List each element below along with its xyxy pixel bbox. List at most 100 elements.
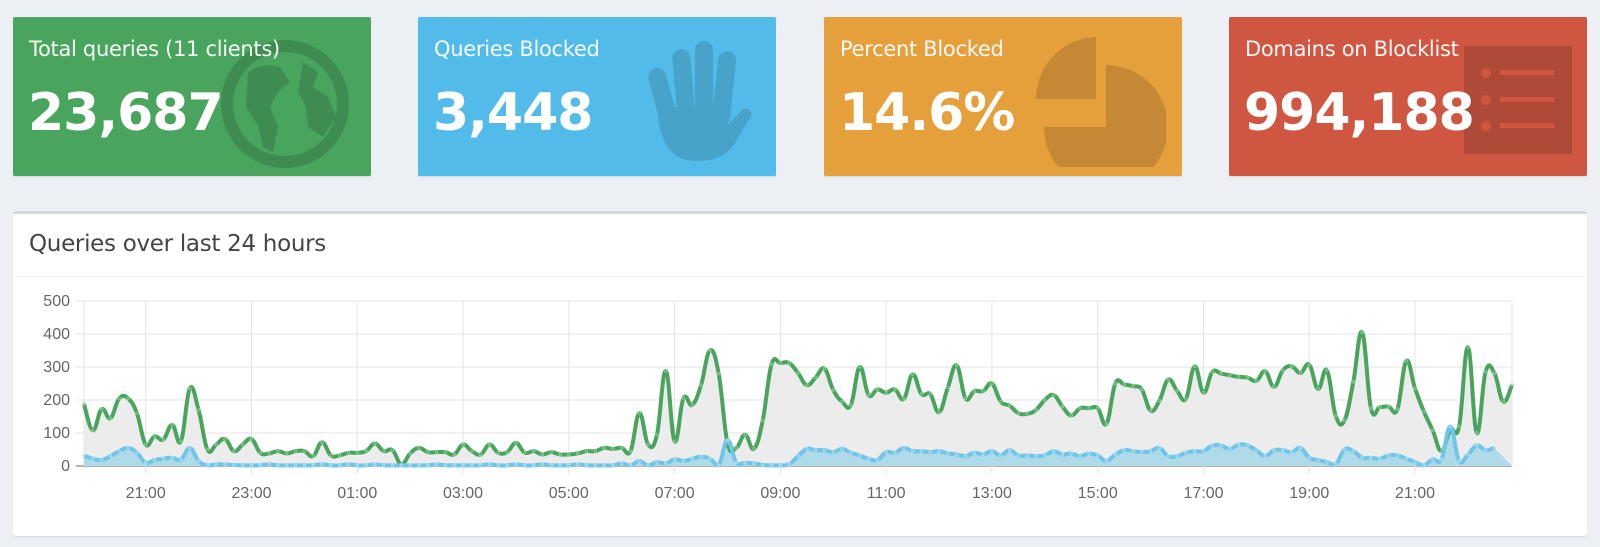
data-point[interactable] xyxy=(135,451,139,455)
data-point[interactable] xyxy=(902,397,906,401)
data-point[interactable] xyxy=(223,462,227,467)
data-point[interactable] xyxy=(478,463,483,468)
data-point[interactable] xyxy=(734,446,738,450)
data-point[interactable] xyxy=(672,439,677,443)
data-point[interactable] xyxy=(1069,413,1073,418)
data-point[interactable] xyxy=(1289,450,1294,454)
data-point[interactable] xyxy=(311,463,315,468)
data-point[interactable] xyxy=(1219,443,1223,448)
data-point[interactable] xyxy=(796,371,800,375)
data-point[interactable] xyxy=(1051,393,1056,397)
data-point[interactable] xyxy=(452,463,456,468)
data-point[interactable] xyxy=(505,450,509,454)
data-point[interactable] xyxy=(91,457,95,461)
data-point[interactable] xyxy=(963,396,968,401)
data-point[interactable] xyxy=(866,393,871,397)
stat-tile-queries-blocked[interactable]: Queries Blocked 3,448 xyxy=(418,17,776,176)
data-point[interactable] xyxy=(963,454,968,458)
data-point[interactable] xyxy=(866,457,871,461)
data-point[interactable] xyxy=(813,375,818,380)
data-point[interactable] xyxy=(990,449,994,453)
data-point[interactable] xyxy=(699,383,703,387)
data-point[interactable] xyxy=(223,437,227,441)
data-point[interactable] xyxy=(1131,449,1135,453)
data-point[interactable] xyxy=(778,361,783,365)
data-point[interactable] xyxy=(1316,458,1320,462)
data-point[interactable] xyxy=(602,463,606,468)
data-point[interactable] xyxy=(725,438,730,442)
data-point[interactable] xyxy=(805,383,809,387)
data-point[interactable] xyxy=(849,451,853,455)
data-point[interactable] xyxy=(188,386,192,391)
data-point[interactable] xyxy=(1007,403,1012,408)
data-point[interactable] xyxy=(1413,460,1417,464)
data-point[interactable] xyxy=(214,462,218,467)
data-point[interactable] xyxy=(1184,451,1188,455)
data-point[interactable] xyxy=(1025,453,1029,458)
data-point[interactable] xyxy=(1457,424,1461,429)
data-point[interactable] xyxy=(426,450,430,454)
data-point[interactable] xyxy=(540,462,545,467)
data-point[interactable] xyxy=(602,446,606,450)
data-point[interactable] xyxy=(170,456,174,460)
data-point[interactable] xyxy=(249,437,254,441)
data-point[interactable] xyxy=(1281,448,1285,452)
data-point[interactable] xyxy=(593,449,597,453)
data-point[interactable] xyxy=(1122,448,1126,452)
data-point[interactable] xyxy=(152,434,157,438)
data-point[interactable] xyxy=(1316,387,1320,391)
data-point[interactable] xyxy=(337,453,342,458)
data-point[interactable] xyxy=(787,462,791,467)
data-point[interactable] xyxy=(1016,453,1021,458)
data-point[interactable] xyxy=(1272,448,1276,452)
data-point[interactable] xyxy=(293,449,298,453)
data-point[interactable] xyxy=(1510,383,1514,387)
data-point[interactable] xyxy=(769,362,774,367)
data-point[interactable] xyxy=(1395,407,1400,411)
data-point[interactable] xyxy=(496,451,500,455)
data-point[interactable] xyxy=(1043,398,1047,402)
data-point[interactable] xyxy=(637,411,642,415)
data-point[interactable] xyxy=(302,449,307,453)
data-point[interactable] xyxy=(99,458,104,462)
data-point[interactable] xyxy=(320,462,324,467)
data-point[interactable] xyxy=(355,463,359,468)
data-point[interactable] xyxy=(364,449,368,453)
data-point[interactable] xyxy=(1386,404,1391,409)
data-point[interactable] xyxy=(575,462,580,467)
data-point[interactable] xyxy=(787,361,791,365)
data-point[interactable] xyxy=(1237,442,1241,447)
stat-tile-percent-blocked[interactable]: Percent Blocked 14.6% xyxy=(824,17,1182,176)
data-point[interactable] xyxy=(240,442,245,447)
data-point[interactable] xyxy=(611,447,615,451)
data-point[interactable] xyxy=(628,449,633,453)
data-point[interactable] xyxy=(1325,368,1329,372)
data-point[interactable] xyxy=(840,399,844,404)
data-point[interactable] xyxy=(1298,371,1303,375)
data-point[interactable] xyxy=(1342,418,1347,423)
data-point[interactable] xyxy=(690,403,694,407)
data-point[interactable] xyxy=(196,408,201,412)
data-point[interactable] xyxy=(1078,406,1082,410)
data-point[interactable] xyxy=(928,450,932,454)
data-point[interactable] xyxy=(417,446,421,450)
data-point[interactable] xyxy=(461,442,465,447)
data-point[interactable] xyxy=(646,463,650,468)
data-point[interactable] xyxy=(1140,387,1144,392)
data-point[interactable] xyxy=(293,463,298,468)
data-point[interactable] xyxy=(443,450,448,454)
data-point[interactable] xyxy=(954,452,959,457)
data-point[interactable] xyxy=(1298,446,1303,450)
data-point[interactable] xyxy=(434,450,439,454)
data-point[interactable] xyxy=(1369,406,1373,410)
data-point[interactable] xyxy=(708,348,712,353)
data-point[interactable] xyxy=(946,451,950,456)
data-point[interactable] xyxy=(1378,405,1382,409)
data-point[interactable] xyxy=(1104,422,1109,426)
data-point[interactable] xyxy=(1334,414,1338,418)
data-point[interactable] xyxy=(954,363,959,368)
data-point[interactable] xyxy=(126,446,130,450)
data-point[interactable] xyxy=(655,432,659,437)
data-point[interactable] xyxy=(1492,446,1497,450)
data-point[interactable] xyxy=(946,385,950,390)
